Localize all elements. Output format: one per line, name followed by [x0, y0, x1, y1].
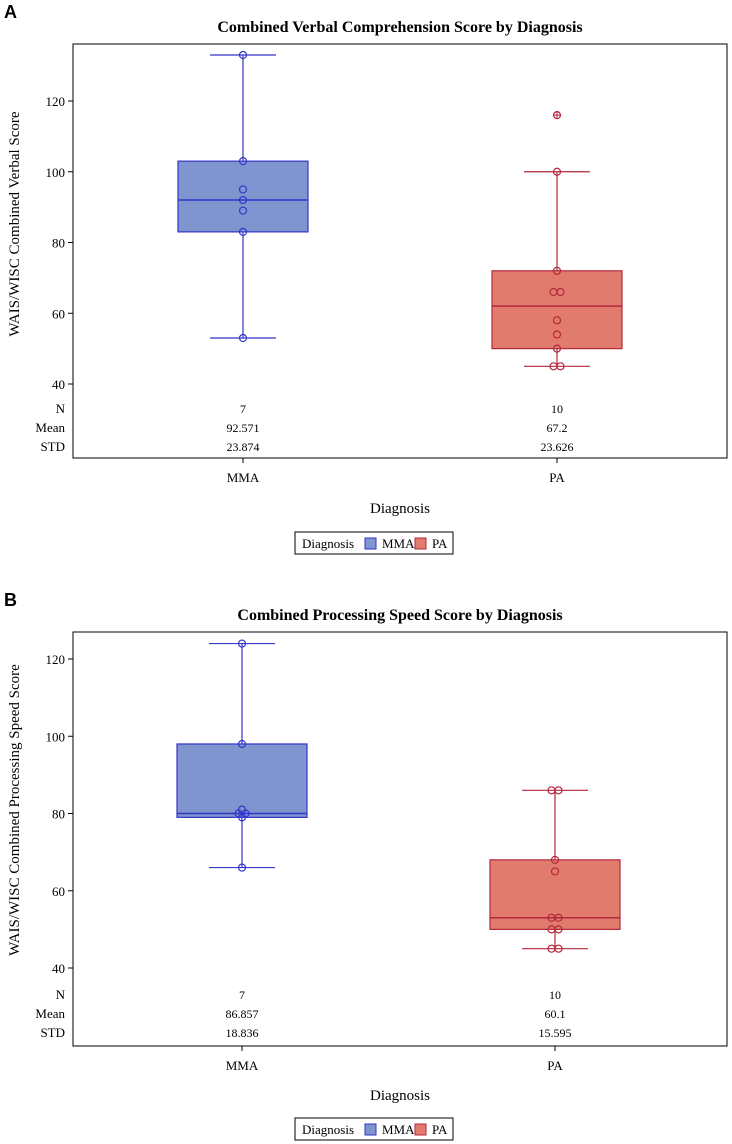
stat-mean: 67.2	[547, 421, 568, 435]
y-axis-label: WAIS/WISC Combined Processing Speed Scor…	[7, 664, 23, 956]
data-point	[238, 157, 248, 166]
y-tick-label: 60	[52, 306, 65, 321]
data-point	[237, 639, 247, 648]
box-group-mma: 7 92.571 23.874	[177, 50, 309, 454]
legend-title: Diagnosis	[302, 1122, 354, 1137]
data-point	[554, 925, 563, 934]
stat-n: 7	[240, 402, 246, 416]
data-point	[550, 855, 560, 864]
stat-n: 7	[239, 988, 245, 1002]
data-point	[552, 167, 562, 176]
stat-row-label: STD	[40, 439, 65, 454]
data-point	[552, 316, 562, 325]
legend-label-pa: PA	[432, 536, 448, 551]
stat-row-label: N	[56, 987, 66, 1002]
box-group-pa: 10 67.2 23.626	[491, 111, 623, 454]
stat-std: 15.595	[539, 1026, 572, 1040]
x-tick-label: PA	[547, 1058, 563, 1073]
data-point	[552, 266, 562, 275]
stat-n: 10	[551, 402, 563, 416]
box-group-pa: 10 60.1 15.595	[489, 786, 621, 1040]
x-axis-label: Diagnosis	[370, 1088, 430, 1104]
chart-title: Combined Verbal Comprehension Score by D…	[217, 19, 582, 36]
legend-swatch-mma	[364, 1123, 377, 1136]
chart-title: Combined Processing Speed Score by Diagn…	[237, 607, 562, 624]
data-point	[554, 786, 563, 795]
legend-label-mma: MMA	[382, 536, 415, 551]
y-axis-label: WAIS/WISC Combined Verbal Score	[7, 111, 23, 336]
data-point	[238, 50, 248, 60]
data-point	[238, 206, 248, 215]
legend-label-mma: MMA	[382, 1122, 415, 1137]
legend-swatch-mma	[364, 537, 377, 550]
chart-panel-b: B Combined Processing Speed Score by Diag…	[4, 590, 728, 1141]
x-axis-label: Diagnosis	[370, 501, 430, 517]
data-point	[237, 813, 247, 822]
y-tick-label: 40	[52, 377, 65, 392]
data-point	[238, 333, 248, 343]
box-group-mma: 7 86.857 18.836	[176, 639, 308, 1040]
legend-label-pa: PA	[432, 1122, 448, 1137]
stat-std: 23.626	[541, 440, 574, 454]
data-point	[554, 944, 563, 953]
chart-panel-a: A Combined Verbal Comprehension Score by …	[4, 2, 728, 555]
stat-row-label: N	[56, 401, 66, 416]
stat-row-label: Mean	[35, 1006, 65, 1021]
data-point	[556, 362, 565, 371]
data-point	[552, 330, 562, 339]
stat-row-label: Mean	[35, 420, 65, 435]
stat-mean: 86.857	[226, 1007, 259, 1021]
y-tick-label: 100	[46, 165, 66, 180]
y-tick-label: 40	[52, 961, 65, 976]
stat-std: 18.836	[226, 1026, 259, 1040]
data-point	[238, 185, 248, 194]
data-point	[552, 344, 562, 353]
stat-row-label: STD	[40, 1025, 65, 1040]
y-tick-label: 120	[46, 652, 66, 667]
box	[491, 270, 623, 350]
data-point	[237, 863, 247, 872]
data-point	[238, 195, 248, 205]
legend: Diagnosis MMA PA	[294, 531, 454, 555]
x-tick-label: PA	[549, 470, 565, 485]
legend-swatch-pa	[414, 537, 427, 550]
data-point	[554, 913, 563, 922]
x-tick-label: MMA	[227, 470, 260, 485]
box	[176, 743, 308, 818]
data-point	[237, 739, 247, 749]
stat-std: 23.874	[227, 440, 260, 454]
stat-mean: 92.571	[227, 421, 260, 435]
box	[177, 160, 309, 233]
panel-label: B	[4, 590, 17, 610]
legend: Diagnosis MMA PA	[294, 1117, 454, 1141]
y-tick-label: 60	[52, 884, 65, 899]
plot-frame	[72, 43, 728, 459]
legend-title: Diagnosis	[302, 536, 354, 551]
data-point	[238, 227, 248, 236]
y-tick-label: 100	[46, 729, 66, 744]
data-point	[556, 287, 565, 297]
y-tick-label: 120	[46, 94, 66, 109]
x-tick-label: MMA	[226, 1058, 259, 1073]
y-tick-label: 80	[52, 236, 65, 251]
stat-n: 10	[549, 988, 561, 1002]
plot-frame	[72, 631, 728, 1047]
stat-mean: 60.1	[545, 1007, 566, 1021]
data-point	[550, 867, 560, 876]
outlier-cross	[553, 111, 561, 119]
legend-swatch-pa	[414, 1123, 427, 1136]
y-tick-label: 80	[52, 807, 65, 822]
panel-label: A	[4, 2, 17, 22]
